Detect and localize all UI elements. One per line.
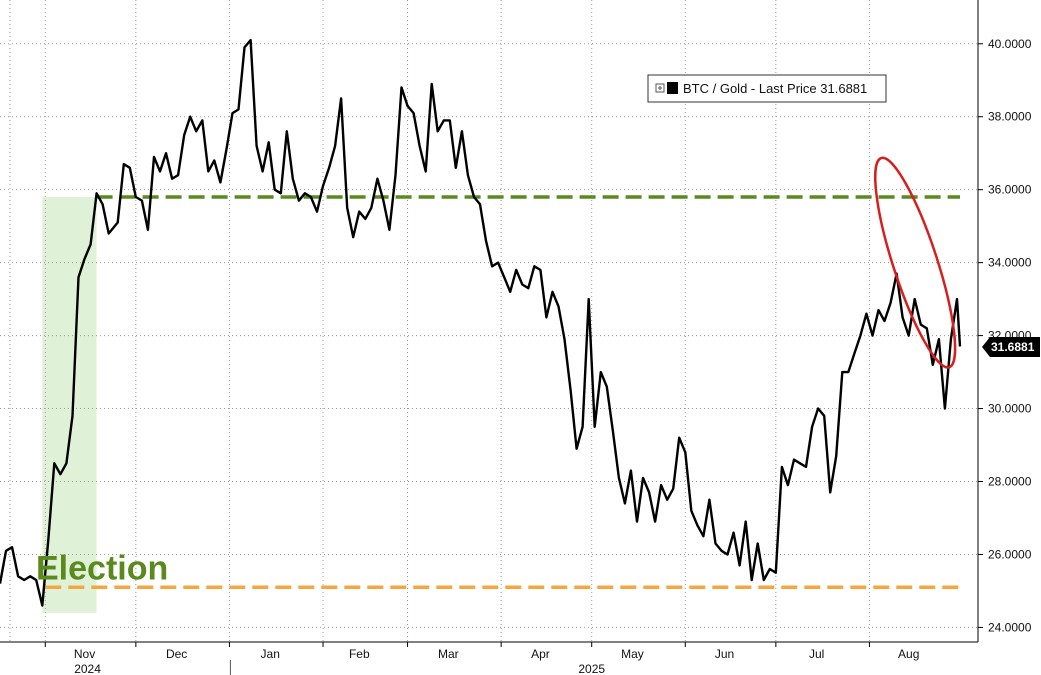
annotation-layer: Election BTC / Gold - Last Price 31.6881 [36,74,957,587]
series-line-btc-gold [0,38,962,607]
y-tick-label: 26.0000 [988,547,1032,561]
x-month-label: Aug [898,647,919,661]
x-month-label: Dec [166,647,187,661]
y-tick-label: 28.0000 [988,475,1032,489]
highlight-ellipse [874,156,957,369]
x-year-label: 2025 [578,662,605,675]
legend-swatch [667,82,678,94]
reference-lines-layer [45,195,960,590]
x-month-label: Feb [349,647,370,661]
series-layer [0,38,962,607]
x-month-label: Jul [809,647,824,661]
last-price-tag-bg [982,336,1040,357]
legend-text: BTC / Gold - Last Price 31.6881 [683,81,867,96]
legend-box [647,74,887,103]
x-month-label: Mar [438,647,459,661]
election-annotation: Election [36,549,168,587]
y-tick-label: 36.0000 [988,183,1032,197]
y-tick-label: 24.0000 [988,620,1032,634]
y-tick-label: 38.0000 [988,110,1032,124]
y-tick-label: 30.0000 [988,402,1032,416]
election-highlight-band [42,196,97,613]
legend: BTC / Gold - Last Price 31.6881 [647,74,887,103]
y-tick-label: 40.0000 [988,37,1032,51]
y-tick-label: 34.0000 [988,256,1032,270]
last-price-tag-text: 31.6881 [991,340,1035,354]
last-price-tag: 31.6881 [982,336,1040,357]
election-band-layer [42,196,97,613]
x-year-label: 2024 [74,662,101,675]
x-month-label: May [621,647,644,661]
x-month-label: Jun [715,647,734,661]
grid-layer [0,0,978,642]
x-month-label: Nov [74,647,95,661]
x-month-label: Apr [531,647,550,661]
x-month-label: Jan [261,647,280,661]
